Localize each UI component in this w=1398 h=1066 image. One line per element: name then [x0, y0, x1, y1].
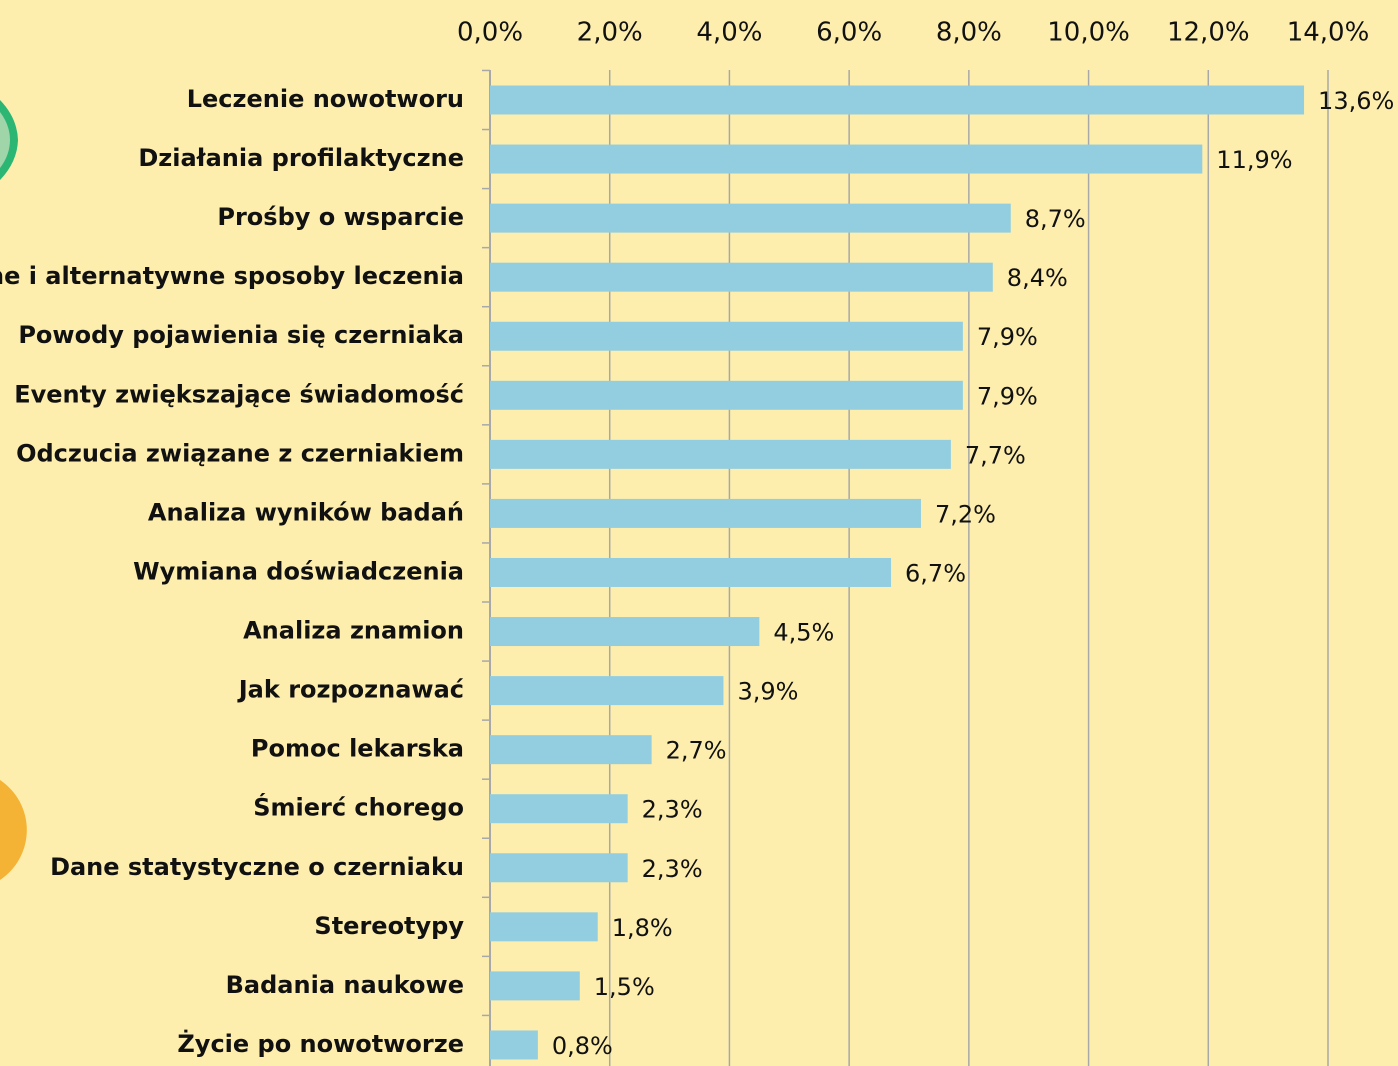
- bar: [490, 1030, 538, 1060]
- y-tick-label: Śmierć chorego: [253, 792, 464, 822]
- y-tick-label: Jak rozpoznawać: [237, 676, 464, 704]
- x-tick-label: 12,0%: [1167, 18, 1250, 48]
- x-tick-label: 14,0%: [1287, 18, 1370, 48]
- y-tick-label: Życie po nowotworze: [177, 1029, 464, 1058]
- y-tick-label: Stereotypy: [314, 912, 464, 940]
- y-tick-label: Wymiana doświadczenia: [133, 557, 464, 585]
- data-label: 8,4%: [1007, 264, 1068, 292]
- data-label: 6,7%: [905, 559, 966, 587]
- bar: [490, 262, 993, 292]
- data-label: 13,6%: [1318, 87, 1394, 115]
- x-tick-label: 2,0%: [577, 18, 643, 48]
- bar: [490, 853, 628, 883]
- bar: [490, 557, 892, 587]
- data-label: 7,9%: [977, 323, 1038, 351]
- decoration: [0, 780, 27, 880]
- data-label: 1,8%: [612, 914, 673, 942]
- data-label: 0,8%: [552, 1032, 613, 1060]
- data-label: 2,3%: [642, 796, 703, 824]
- x-tick-label: 6,0%: [816, 18, 882, 48]
- bar: [490, 912, 598, 942]
- data-label: 3,9%: [737, 678, 798, 706]
- y-tick-label: Działania profilaktyczne: [138, 144, 464, 172]
- bar: [490, 144, 1203, 174]
- bar: [490, 85, 1305, 115]
- data-label: 7,2%: [935, 500, 996, 528]
- data-label: 2,7%: [666, 737, 727, 765]
- y-tick-label: Eventy zwiększające świadomość: [14, 380, 464, 408]
- bar: [490, 203, 1011, 233]
- y-tick-label: Pomoc lekarska: [251, 735, 464, 763]
- x-tick-label: 4,0%: [696, 18, 762, 48]
- bar: [490, 676, 724, 706]
- y-tick-label: Powody pojawienia się czerniaka: [18, 321, 464, 349]
- data-label: 7,7%: [965, 441, 1026, 469]
- bar: [490, 735, 652, 765]
- data-label: 8,7%: [1025, 205, 1086, 233]
- bar: [490, 439, 951, 469]
- data-label: 2,3%: [642, 855, 703, 883]
- y-tick-label: Analiza znamion: [243, 617, 464, 645]
- y-tick-label: Dane statystyczne o czerniaku: [50, 853, 464, 881]
- bar: [490, 617, 760, 647]
- y-tick-label: Prośby o wsparcie: [217, 203, 464, 231]
- y-tick-label: Leczenie nowotworu: [187, 85, 464, 113]
- bar: [490, 321, 963, 351]
- data-label: 7,9%: [977, 382, 1038, 410]
- decoration: [0, 112, 10, 168]
- y-tick-label: ne i alternatywne sposoby leczenia: [0, 262, 464, 290]
- bar: [490, 380, 963, 410]
- bar: [490, 794, 628, 824]
- data-label: 11,9%: [1216, 146, 1292, 174]
- y-tick-label: Badania naukowe: [226, 971, 464, 999]
- data-label: 4,5%: [773, 619, 834, 647]
- x-tick-label: 0,0%: [457, 18, 523, 48]
- x-tick-label: 8,0%: [936, 18, 1002, 48]
- data-label: 1,5%: [594, 973, 655, 1001]
- y-tick-label: Analiza wyników badań: [148, 498, 464, 526]
- bar: [490, 971, 580, 1001]
- bar: [490, 498, 921, 528]
- y-tick-label: Odczucia związane z czerniakiem: [16, 439, 464, 467]
- x-tick-label: 10,0%: [1047, 18, 1130, 48]
